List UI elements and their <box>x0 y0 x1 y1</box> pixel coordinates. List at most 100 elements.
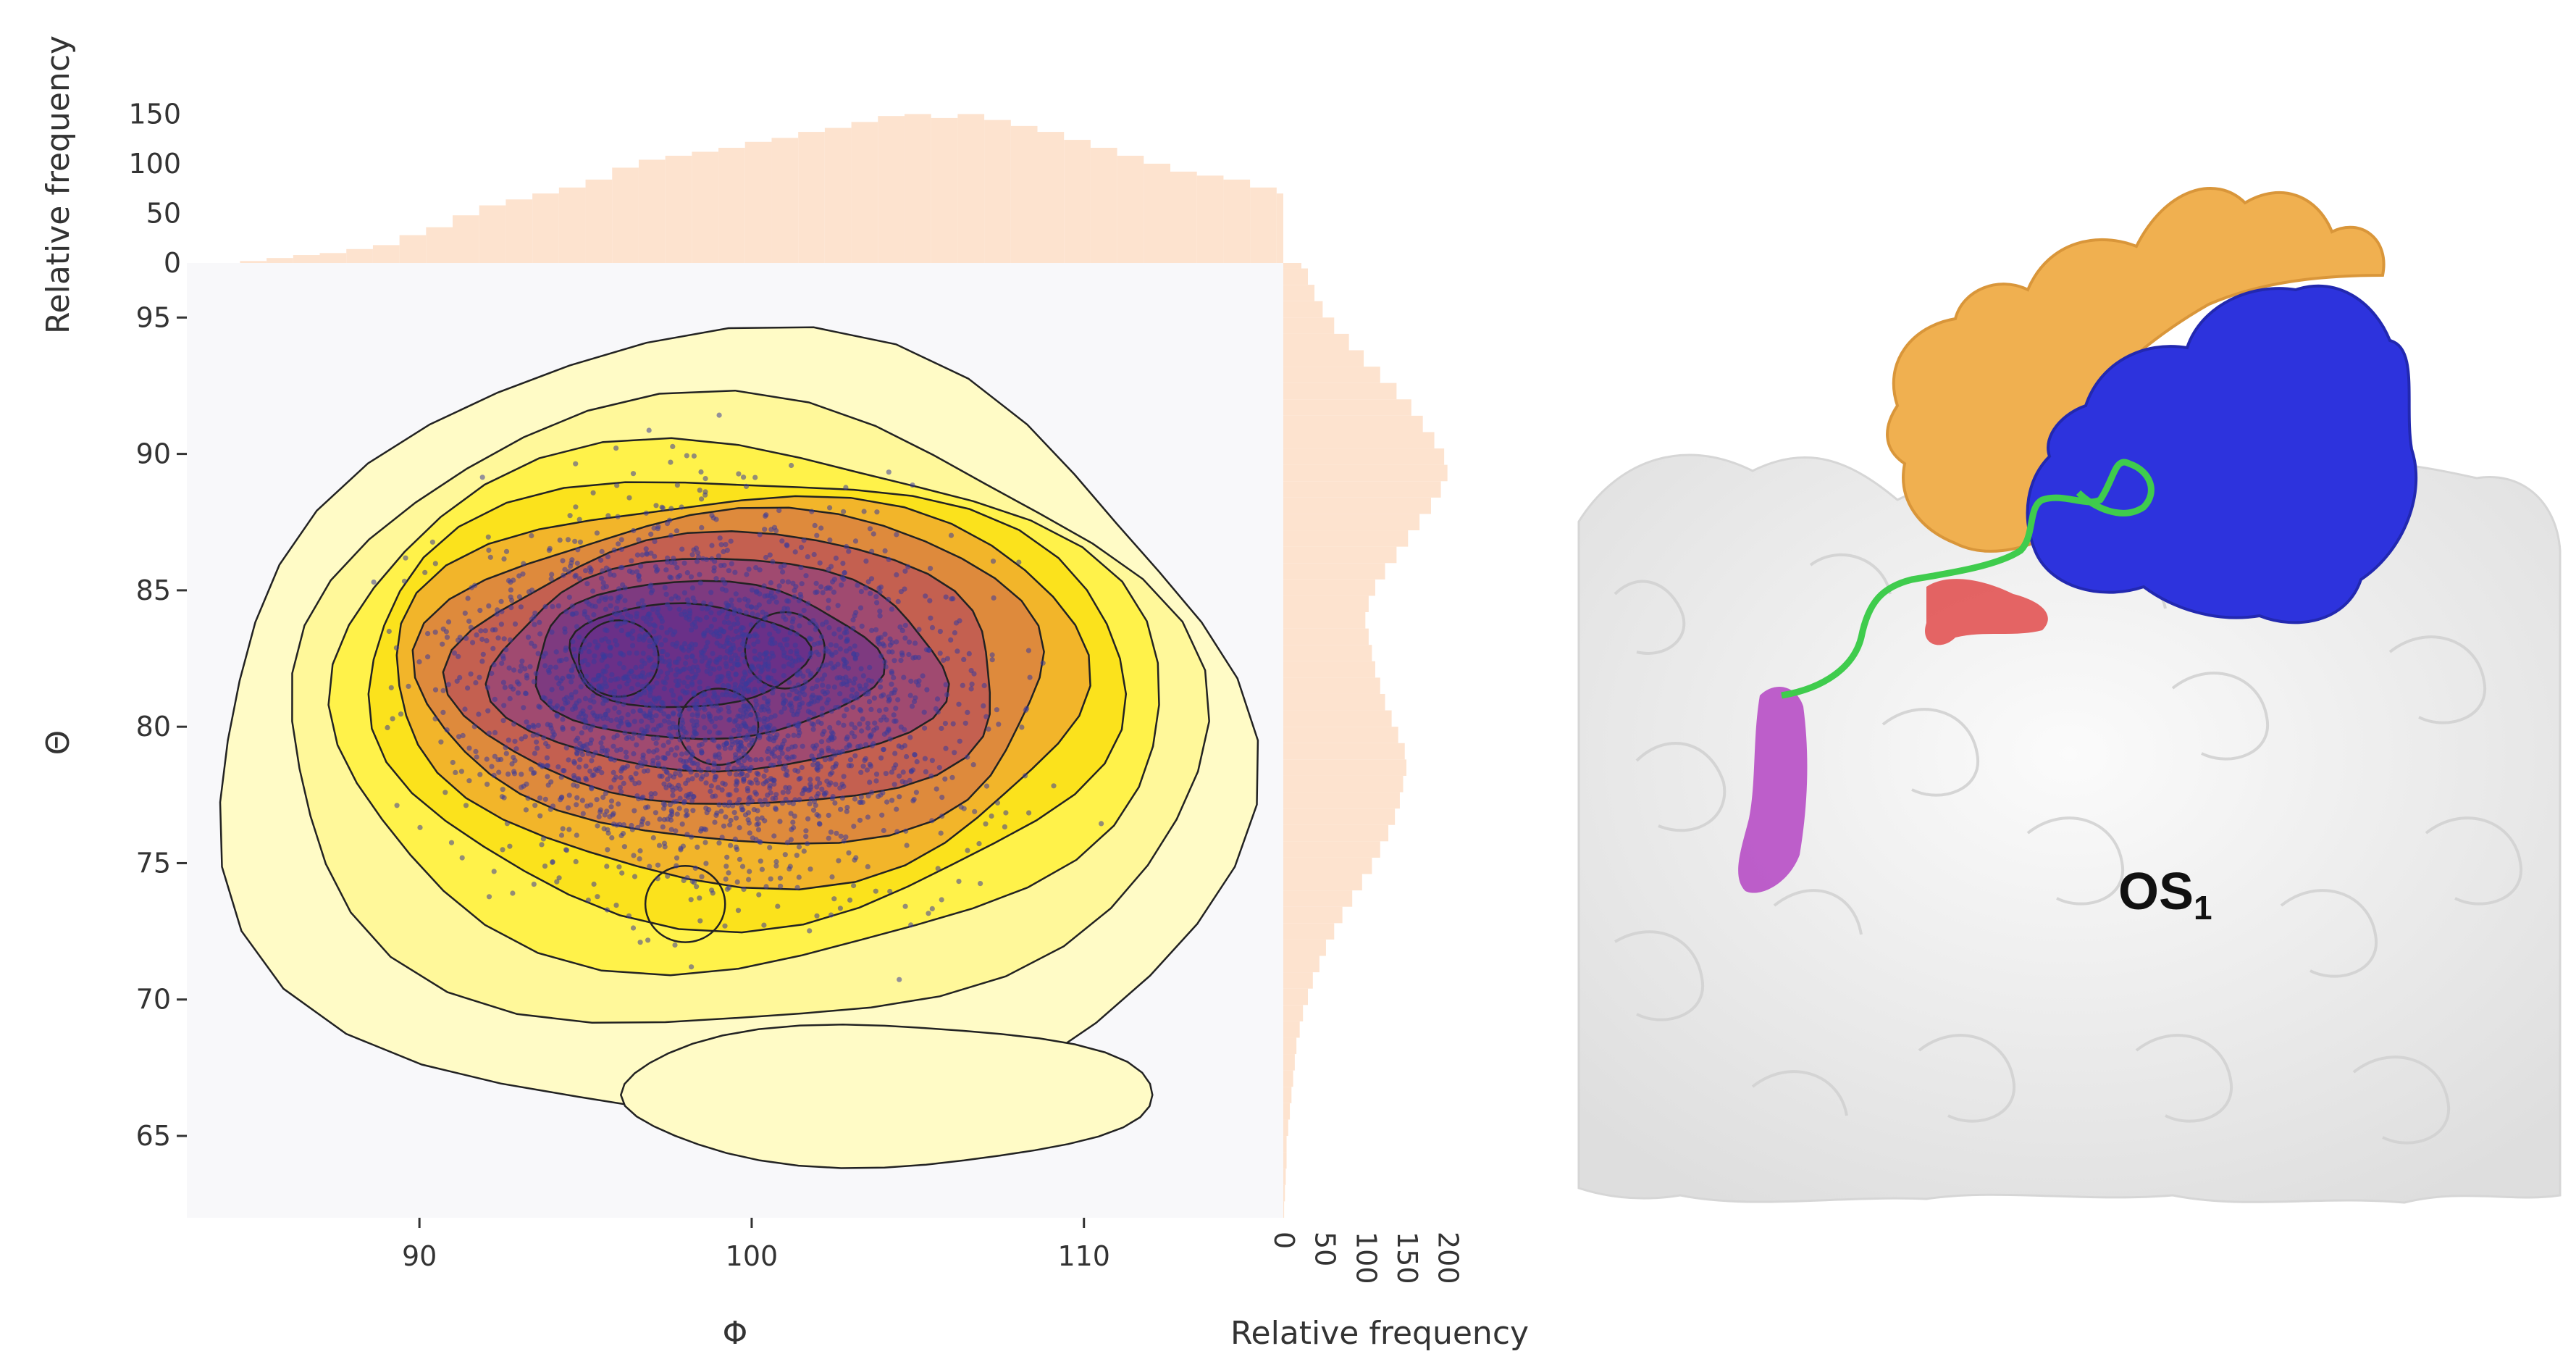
scatter-point <box>560 716 566 722</box>
scatter-point <box>718 715 723 721</box>
scatter-point <box>371 579 377 585</box>
scatter-point <box>554 879 560 885</box>
scatter-point <box>585 751 591 756</box>
scatter-point <box>501 703 507 708</box>
scatter-point <box>1003 810 1009 816</box>
scatter-point <box>809 509 815 514</box>
scatter-point <box>776 508 782 514</box>
scatter-point <box>598 685 604 690</box>
scatter-point <box>737 856 743 862</box>
scatter-point <box>651 695 658 701</box>
scatter-point <box>867 526 873 532</box>
scatter-point <box>671 710 676 716</box>
scatter-point <box>761 583 767 589</box>
scatter-point <box>943 594 949 600</box>
scatter-point <box>480 651 486 657</box>
scatter-point <box>465 595 471 601</box>
scatter-point <box>546 669 552 675</box>
scatter-point <box>709 719 715 724</box>
scatter-point <box>790 819 796 825</box>
right-hist-bar <box>1283 497 1431 514</box>
scatter-point <box>425 631 431 637</box>
scatter-point <box>630 698 636 703</box>
scatter-point <box>972 808 978 814</box>
scatter-point <box>839 781 845 787</box>
scatter-point <box>873 627 879 632</box>
scatter-point <box>822 757 828 763</box>
scatter-point <box>921 709 927 715</box>
scatter-point <box>729 665 735 672</box>
scatter-point <box>613 611 619 617</box>
scatter-point <box>686 745 692 751</box>
scatter-point <box>501 795 507 800</box>
scatter-point <box>874 509 880 515</box>
scatter-point <box>676 706 681 712</box>
scatter-point <box>660 755 666 761</box>
scatter-point <box>905 564 911 570</box>
scatter-point <box>889 669 894 674</box>
right-hist-bar <box>1283 579 1375 596</box>
scatter-point <box>496 769 502 775</box>
scatter-point <box>562 567 568 572</box>
scatter-point <box>491 772 497 778</box>
scatter-point <box>689 680 695 686</box>
scatter-point <box>611 822 617 827</box>
scatter-point <box>833 555 839 561</box>
scatter-point <box>603 636 608 642</box>
scatter-point <box>764 723 770 729</box>
scatter-point <box>771 735 777 741</box>
top-hist-tick-label: 100 <box>128 148 181 180</box>
scatter-point <box>752 631 758 637</box>
scatter-point <box>895 598 901 605</box>
scatter-point <box>852 643 857 649</box>
scatter-point <box>518 604 524 610</box>
scatter-point <box>688 574 695 580</box>
scatter-point <box>768 790 773 796</box>
scatter-point <box>781 697 787 703</box>
scatter-point <box>766 656 772 661</box>
top-hist-bar <box>558 187 586 263</box>
scatter-point <box>486 894 492 900</box>
scatter-point <box>689 622 695 627</box>
scatter-point <box>512 738 518 744</box>
scatter-point <box>689 712 695 718</box>
scatter-point <box>532 751 538 756</box>
right-hist-bar <box>1283 1070 1293 1087</box>
scatter-point <box>639 727 645 732</box>
scatter-point <box>894 806 899 812</box>
red-residues <box>1925 579 2048 645</box>
scatter-point <box>749 587 755 593</box>
scatter-point <box>767 631 773 637</box>
scatter-point <box>837 906 843 911</box>
scatter-point <box>645 672 652 678</box>
right-hist-bar <box>1283 727 1398 743</box>
scatter-point <box>902 903 908 909</box>
scatter-point <box>1051 783 1057 789</box>
scatter-point <box>765 701 771 707</box>
top-hist-bar <box>479 205 506 263</box>
scatter-point <box>672 942 678 948</box>
scatter-point <box>906 651 912 658</box>
scatter-point <box>615 676 621 682</box>
scatter-point <box>858 589 864 595</box>
scatter-point <box>651 629 657 635</box>
scatter-point <box>429 539 436 545</box>
scatter-point <box>689 552 695 558</box>
scatter-point <box>544 755 550 761</box>
scatter-point <box>826 624 832 631</box>
scatter-point <box>462 706 468 712</box>
scatter-point <box>535 651 541 656</box>
right-hist-bar <box>1283 677 1380 694</box>
top-histogram-y-label: Relative frequency <box>40 35 77 334</box>
scatter-point <box>614 732 620 739</box>
scatter-point <box>989 813 994 819</box>
scatter-point <box>653 740 659 746</box>
scatter-point <box>763 779 769 785</box>
scatter-point <box>683 660 689 666</box>
scatter-point <box>511 721 517 727</box>
scatter-point <box>736 471 742 477</box>
scatter-point <box>886 596 891 603</box>
scatter-point <box>781 653 787 659</box>
scatter-point <box>582 695 589 702</box>
